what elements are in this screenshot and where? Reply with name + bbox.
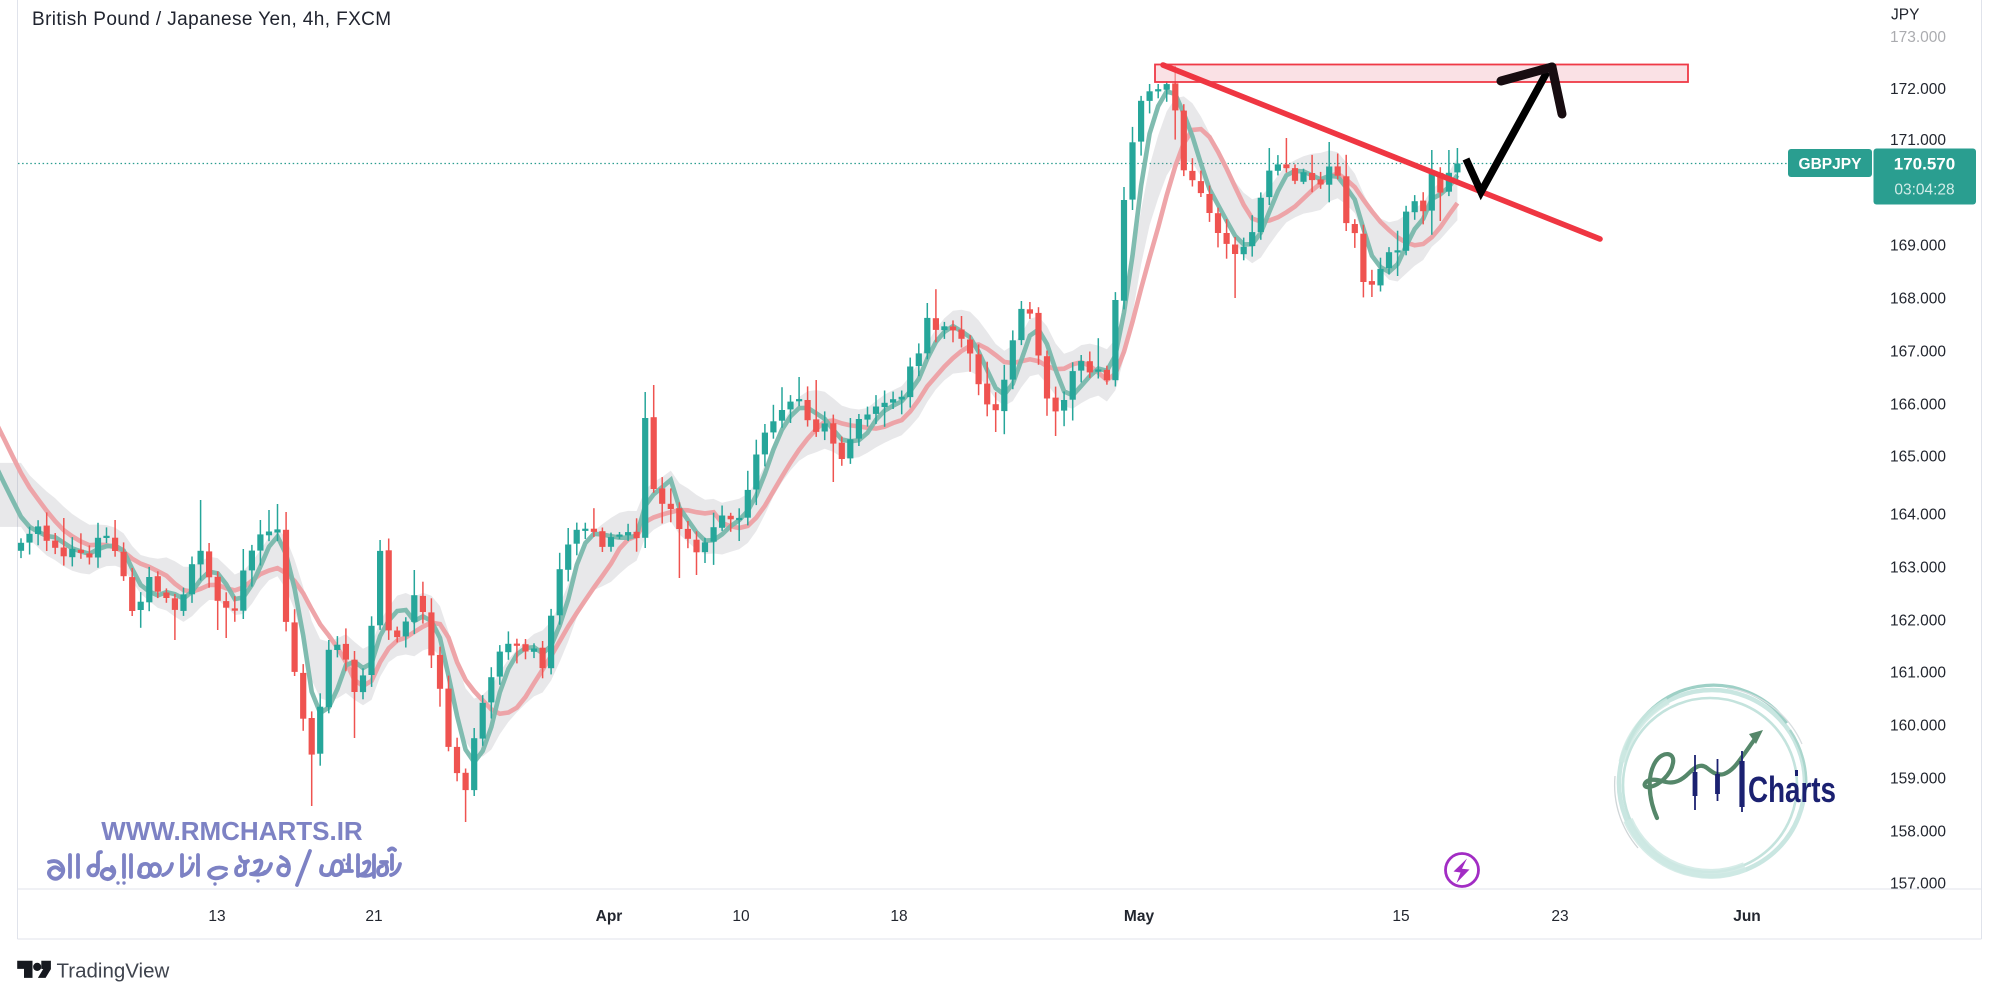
svg-text:173.000: 173.000 — [1890, 29, 1946, 46]
svg-text:160.000: 160.000 — [1890, 718, 1946, 735]
svg-text:167.000: 167.000 — [1890, 344, 1946, 361]
svg-text:162.000: 162.000 — [1890, 613, 1946, 630]
svg-text:Charts: Charts — [1748, 769, 1836, 810]
svg-text:170.570: 170.570 — [1894, 155, 1955, 174]
svg-text:165.000: 165.000 — [1890, 449, 1946, 466]
svg-text:157.000: 157.000 — [1890, 876, 1946, 893]
svg-text:168.000: 168.000 — [1890, 291, 1946, 308]
svg-text:JPY: JPY — [1891, 7, 1919, 24]
svg-text:21: 21 — [365, 908, 382, 925]
svg-text:WWW.RMCHARTS.IR: WWW.RMCHARTS.IR — [101, 816, 363, 846]
svg-text:03:04:28: 03:04:28 — [1894, 182, 1954, 199]
svg-text:GBPJPY: GBPJPY — [1799, 156, 1863, 173]
svg-text:13: 13 — [208, 908, 225, 925]
svg-text:May: May — [1124, 908, 1155, 925]
svg-text:169.000: 169.000 — [1890, 238, 1946, 255]
svg-text:161.000: 161.000 — [1890, 665, 1946, 682]
svg-text:166.000: 166.000 — [1890, 397, 1946, 414]
svg-text:Jun: Jun — [1733, 908, 1761, 925]
svg-text:158.000: 158.000 — [1890, 824, 1946, 841]
svg-text:British Pound / Japanese Yen,: British Pound / Japanese Yen, 4h, FXCM — [32, 9, 392, 30]
svg-text:163.000: 163.000 — [1890, 560, 1946, 577]
svg-text:Apr: Apr — [596, 908, 623, 925]
svg-text:171.000: 171.000 — [1890, 132, 1946, 149]
svg-text:18: 18 — [890, 908, 907, 925]
svg-text:10: 10 — [732, 908, 750, 925]
svg-text:164.000: 164.000 — [1890, 507, 1946, 524]
svg-text:23: 23 — [1551, 908, 1568, 925]
svg-text:172.000: 172.000 — [1890, 81, 1946, 98]
svg-text:15: 15 — [1392, 908, 1409, 925]
svg-text:159.000: 159.000 — [1890, 771, 1946, 788]
svg-text:TradingView: TradingView — [57, 960, 170, 983]
